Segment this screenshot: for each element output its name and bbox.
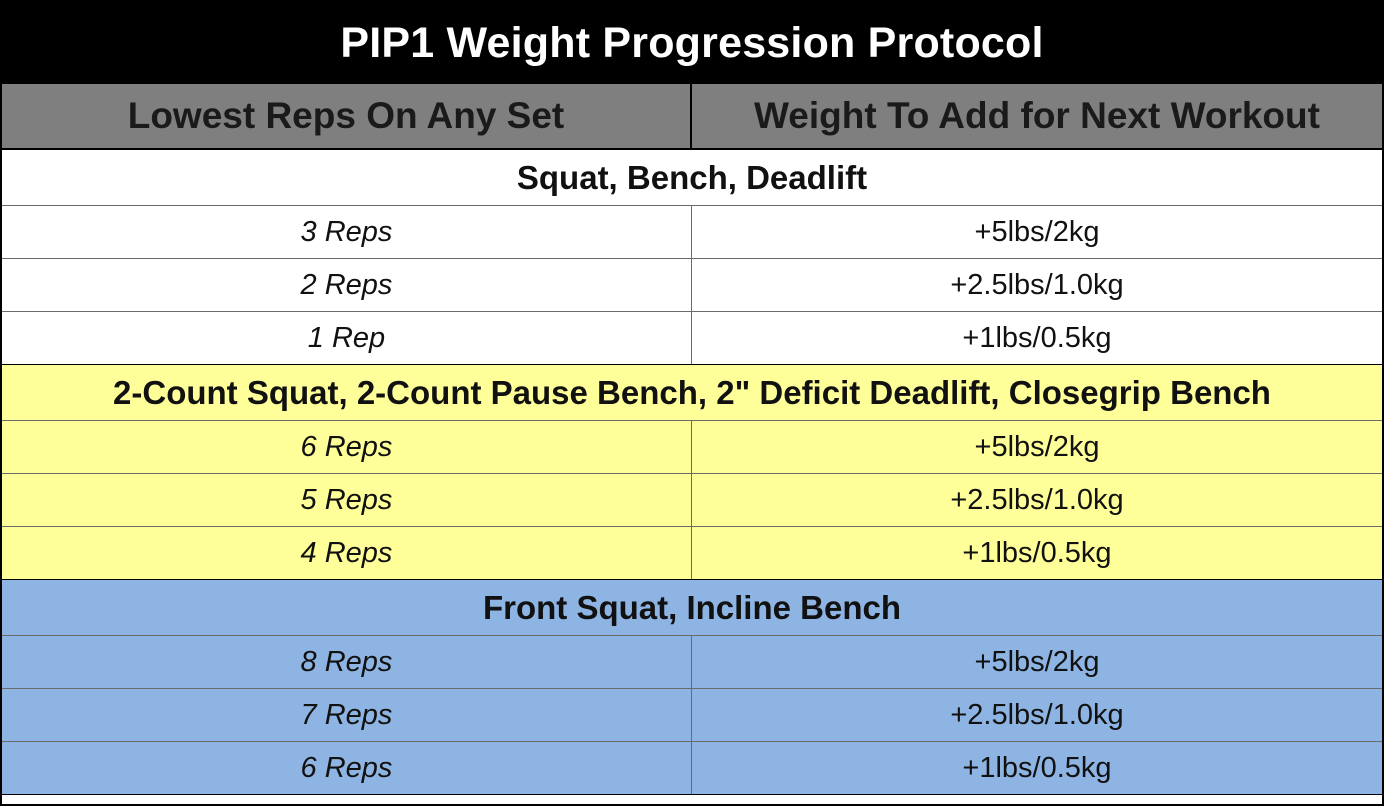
reps-cell: 2 Reps	[2, 259, 692, 311]
reps-cell: 5 Reps	[2, 474, 692, 526]
reps-cell: 1 Rep	[2, 312, 692, 364]
group-title: 2-Count Squat, 2-Count Pause Bench, 2" D…	[2, 365, 1382, 421]
weight-cell: +5lbs/2kg	[974, 430, 1100, 463]
weight-cell: +1lbs/0.5kg	[962, 321, 1112, 354]
table-row: 6 Reps +5lbs/2kg	[2, 421, 1382, 474]
table-row: 3 Reps +5lbs/2kg	[2, 206, 1382, 259]
header-weight-to-add: Weight To Add for Next Workout	[754, 95, 1320, 136]
reps-cell: 8 Reps	[2, 636, 692, 688]
group-title: Squat, Bench, Deadlift	[2, 150, 1382, 206]
weight-cell: +5lbs/2kg	[974, 645, 1100, 678]
weight-cell: +1lbs/0.5kg	[962, 751, 1112, 784]
table-row: 5 Reps +2.5lbs/1.0kg	[2, 474, 1382, 527]
reps-cell: 6 Reps	[2, 742, 692, 794]
table-title: PIP1 Weight Progression Protocol	[2, 2, 1382, 84]
table-row: 1 Rep +1lbs/0.5kg	[2, 312, 1382, 365]
table-row: 2 Reps +2.5lbs/1.0kg	[2, 259, 1382, 312]
weight-cell: +5lbs/2kg	[974, 215, 1100, 248]
table-row: 4 Reps +1lbs/0.5kg	[2, 527, 1382, 580]
table-row: 8 Reps +5lbs/2kg	[2, 636, 1382, 689]
weight-cell: +1lbs/0.5kg	[962, 536, 1112, 569]
reps-cell: 6 Reps	[2, 421, 692, 473]
reps-cell: 4 Reps	[2, 527, 692, 579]
weight-cell: +2.5lbs/1.0kg	[950, 698, 1124, 731]
reps-cell: 3 Reps	[2, 206, 692, 258]
header-lowest-reps: Lowest Reps On Any Set	[2, 84, 692, 148]
group-title: Front Squat, Incline Bench	[2, 580, 1382, 636]
weight-cell: +2.5lbs/1.0kg	[950, 268, 1124, 301]
table-row: 7 Reps +2.5lbs/1.0kg	[2, 689, 1382, 742]
group-front-squat-incline: Front Squat, Incline Bench 8 Reps +5lbs/…	[2, 580, 1382, 795]
reps-cell: 7 Reps	[2, 689, 692, 741]
weight-cell: +2.5lbs/1.0kg	[950, 483, 1124, 516]
group-squat-bench-deadlift: Squat, Bench, Deadlift 3 Reps +5lbs/2kg …	[2, 150, 1382, 365]
column-header-row: Lowest Reps On Any Set Weight To Add for…	[2, 84, 1382, 150]
table-row: 6 Reps +1lbs/0.5kg	[2, 742, 1382, 795]
group-paused-variations: 2-Count Squat, 2-Count Pause Bench, 2" D…	[2, 365, 1382, 580]
